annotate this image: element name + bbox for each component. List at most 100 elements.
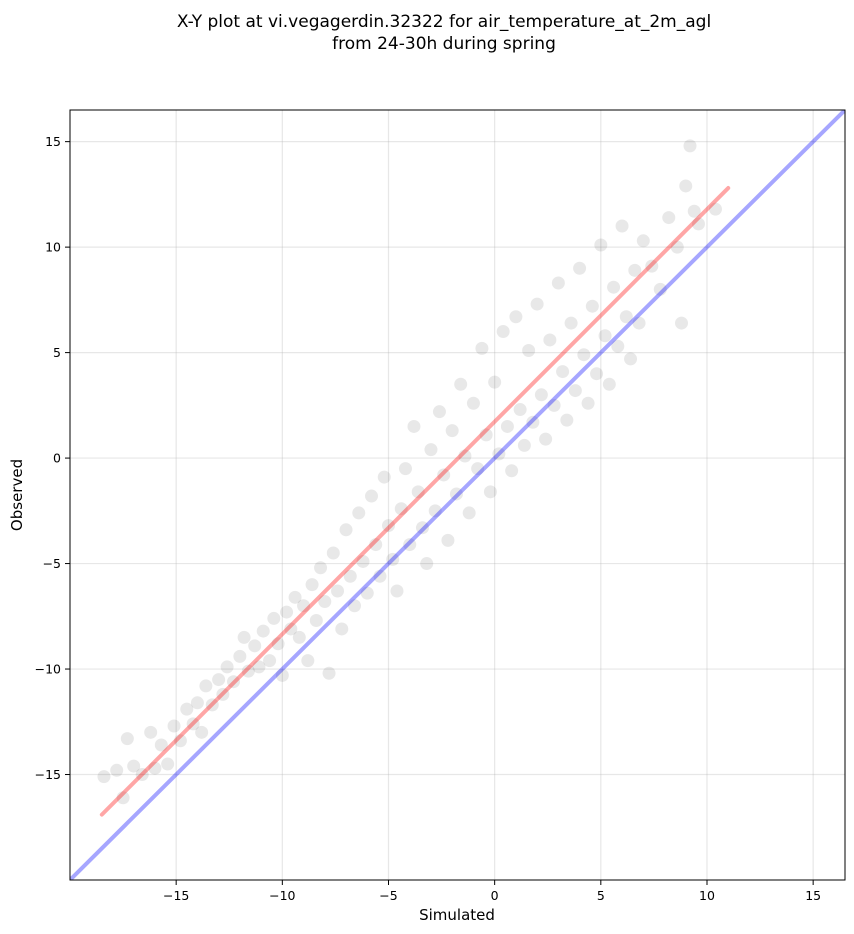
- data-point: [173, 734, 187, 748]
- data-point: [479, 428, 493, 442]
- data-point: [256, 624, 270, 638]
- data-point: [297, 599, 311, 613]
- data-point: [292, 630, 306, 644]
- data-point: [284, 622, 298, 636]
- data-point: [475, 341, 489, 355]
- data-point: [492, 447, 506, 461]
- x-tick-label: 10: [699, 888, 715, 903]
- data-point: [120, 732, 134, 746]
- data-point: [594, 238, 608, 252]
- data-point: [339, 523, 353, 537]
- data-point: [394, 502, 408, 516]
- data-point: [530, 297, 544, 311]
- data-point: [233, 649, 247, 663]
- data-point: [458, 449, 472, 463]
- x-tick-label: 15: [805, 888, 821, 903]
- data-point: [526, 415, 540, 429]
- data-point: [628, 263, 642, 277]
- data-point: [449, 487, 463, 501]
- data-point: [662, 211, 676, 225]
- data-point: [454, 377, 468, 391]
- data-point: [110, 763, 124, 777]
- data-point: [619, 310, 633, 324]
- data-point: [462, 506, 476, 520]
- data-point: [199, 679, 213, 693]
- data-point: [263, 654, 277, 668]
- data-point: [636, 234, 650, 248]
- data-point: [522, 343, 536, 357]
- data-point: [318, 595, 332, 609]
- data-point: [471, 462, 485, 476]
- data-point: [560, 413, 574, 427]
- x-tick-label: 5: [597, 888, 605, 903]
- data-point: [445, 424, 459, 438]
- data-point: [607, 280, 621, 294]
- data-point: [581, 396, 595, 410]
- x-tick-label: 0: [491, 888, 499, 903]
- data-point: [611, 339, 625, 353]
- data-point: [679, 179, 693, 193]
- x-tick-label: −10: [269, 888, 295, 903]
- data-point: [573, 261, 587, 275]
- data-point: [135, 768, 149, 782]
- y-tick-label: 15: [45, 134, 61, 149]
- data-point: [509, 310, 523, 324]
- data-points: [97, 139, 722, 805]
- y-axis-label: Observed: [8, 459, 26, 531]
- data-point: [322, 666, 336, 680]
- data-point: [352, 506, 366, 520]
- data-point: [331, 584, 345, 598]
- data-point: [645, 259, 659, 273]
- data-point: [632, 316, 646, 330]
- data-point: [248, 639, 262, 653]
- data-point: [547, 398, 561, 412]
- data-point: [144, 725, 158, 739]
- axis-ticks: −15 −10 −5 0 5 10 15 −15 −10 −5 0 5 10 15: [35, 134, 821, 903]
- data-point: [505, 464, 519, 478]
- data-point: [365, 489, 379, 503]
- y-tick-label: −10: [35, 662, 61, 677]
- data-point: [288, 590, 302, 604]
- data-point: [267, 611, 281, 625]
- data-point: [309, 614, 323, 628]
- data-point: [154, 738, 168, 752]
- data-point: [534, 388, 548, 402]
- data-point: [386, 552, 400, 566]
- data-point: [280, 605, 294, 619]
- data-point: [500, 419, 514, 433]
- data-point: [615, 219, 629, 233]
- data-point: [466, 396, 480, 410]
- data-point: [195, 725, 209, 739]
- data-point: [551, 276, 565, 290]
- data-point: [305, 578, 319, 592]
- data-point: [180, 702, 194, 716]
- plot-frame: [69, 109, 846, 881]
- data-point: [335, 622, 349, 636]
- data-point: [602, 377, 616, 391]
- x-axis-label: Simulated: [419, 906, 495, 924]
- data-point: [432, 405, 446, 419]
- data-point: [568, 384, 582, 398]
- data-point: [190, 696, 204, 710]
- data-point: [237, 630, 251, 644]
- data-point: [97, 770, 111, 784]
- data-point: [415, 521, 429, 535]
- data-point: [148, 761, 162, 775]
- data-point: [691, 217, 705, 231]
- data-point: [314, 561, 328, 575]
- data-point: [116, 791, 130, 805]
- data-point: [216, 687, 230, 701]
- data-point: [653, 282, 667, 296]
- data-point: [670, 240, 684, 254]
- y-tick-label: −5: [43, 556, 61, 571]
- data-point: [539, 432, 553, 446]
- data-point: [428, 504, 442, 518]
- data-point: [275, 668, 289, 682]
- data-point: [348, 599, 362, 613]
- x-tick-label: −15: [163, 888, 189, 903]
- data-point: [252, 660, 266, 674]
- data-point: [598, 329, 612, 343]
- data-point: [585, 299, 599, 313]
- data-point: [186, 717, 200, 731]
- chart-title: X-Y plot at vi.vegagerdin.32322 for air_…: [177, 12, 711, 32]
